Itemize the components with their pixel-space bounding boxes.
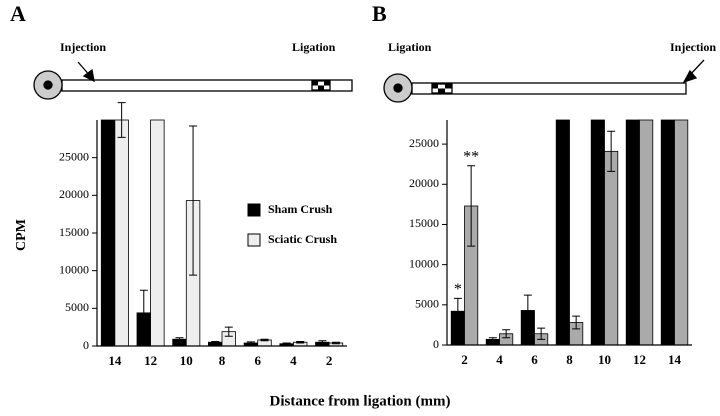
- error-bar: [189, 125, 198, 276]
- bar: [639, 119, 654, 346]
- y-tick-label: 10000: [409, 256, 439, 270]
- error-bar: [282, 342, 291, 345]
- y-tick-label: 20000: [409, 176, 439, 190]
- error-bar: [117, 102, 126, 138]
- significance-mark: *: [454, 281, 462, 298]
- x-tick-label: 14: [108, 353, 122, 368]
- x-tick-label: 2: [461, 352, 468, 367]
- nerve-diagram: [383, 59, 705, 103]
- x-tick-label: 10: [598, 352, 611, 367]
- significance-mark: **: [463, 148, 479, 165]
- error-bar: [488, 337, 497, 342]
- x-tick-label: 4: [290, 353, 297, 368]
- error-bar: [139, 289, 148, 336]
- error-bar: [537, 327, 546, 340]
- bar: [100, 119, 116, 347]
- x-tick-label: 8: [566, 352, 573, 367]
- y-tick-label: 25000: [409, 136, 439, 150]
- y-tick-label: 0: [83, 338, 89, 352]
- error-bar: [467, 165, 476, 247]
- bar: [625, 119, 640, 346]
- x-tick-label: 12: [144, 353, 157, 368]
- x-tick-label: 8: [219, 353, 226, 368]
- error-bar: [331, 341, 340, 345]
- diagram-label: Injection: [60, 40, 106, 54]
- legend-swatch: [247, 203, 261, 217]
- x-tick-label: 6: [254, 353, 261, 368]
- bar: [590, 119, 605, 346]
- x-tick-label: 10: [180, 353, 193, 368]
- bar: [660, 119, 675, 346]
- error-bar: [296, 340, 305, 344]
- error-bar: [453, 297, 462, 325]
- x-tick-label: 6: [531, 352, 538, 367]
- bar: [555, 119, 570, 346]
- nerve-diagram: [33, 61, 353, 100]
- axis: [446, 120, 692, 346]
- diagram-label: Ligation: [292, 40, 336, 54]
- y-tick-label: 5000: [415, 297, 439, 311]
- bar: [150, 119, 165, 347]
- bar: [114, 119, 129, 347]
- diagram-label: Injection: [670, 40, 716, 54]
- y-tick-label: 15000: [409, 216, 439, 230]
- x-tick-label: 12: [633, 352, 646, 367]
- error-bar: [502, 329, 511, 339]
- panel-letter: B: [372, 1, 387, 26]
- y-tick-label: 10000: [59, 262, 89, 276]
- error-bar: [572, 315, 581, 330]
- error-bar: [523, 294, 532, 327]
- error-bar: [224, 326, 233, 337]
- legend-label: Sciatic Crush: [268, 232, 337, 246]
- y-tick-label: 5000: [65, 300, 89, 314]
- error-bar: [260, 338, 269, 342]
- y-tick-label: 25000: [59, 149, 89, 163]
- error-bar: [175, 337, 184, 342]
- error-bar: [607, 130, 616, 172]
- bar: [674, 119, 689, 346]
- x-axis-label: Distance from ligation (mm): [270, 393, 451, 409]
- error-bar: [246, 341, 255, 345]
- x-tick-label: 4: [496, 352, 503, 367]
- legend-label: Sham Crush: [268, 202, 333, 216]
- axis: [96, 120, 347, 347]
- y-tick-label: 15000: [59, 225, 89, 239]
- x-tick-label: 2: [326, 353, 333, 368]
- error-bar: [318, 340, 327, 345]
- legend-swatch: [247, 233, 261, 247]
- panel-letter: A: [10, 1, 26, 26]
- x-tick-label: 14: [668, 352, 682, 367]
- y-tick-label: 0: [433, 337, 439, 351]
- y-axis-label: CPM: [14, 219, 29, 251]
- bar: [604, 150, 619, 346]
- diagram-label: Ligation: [388, 40, 432, 54]
- y-tick-label: 20000: [59, 187, 89, 201]
- error-bar: [211, 340, 220, 344]
